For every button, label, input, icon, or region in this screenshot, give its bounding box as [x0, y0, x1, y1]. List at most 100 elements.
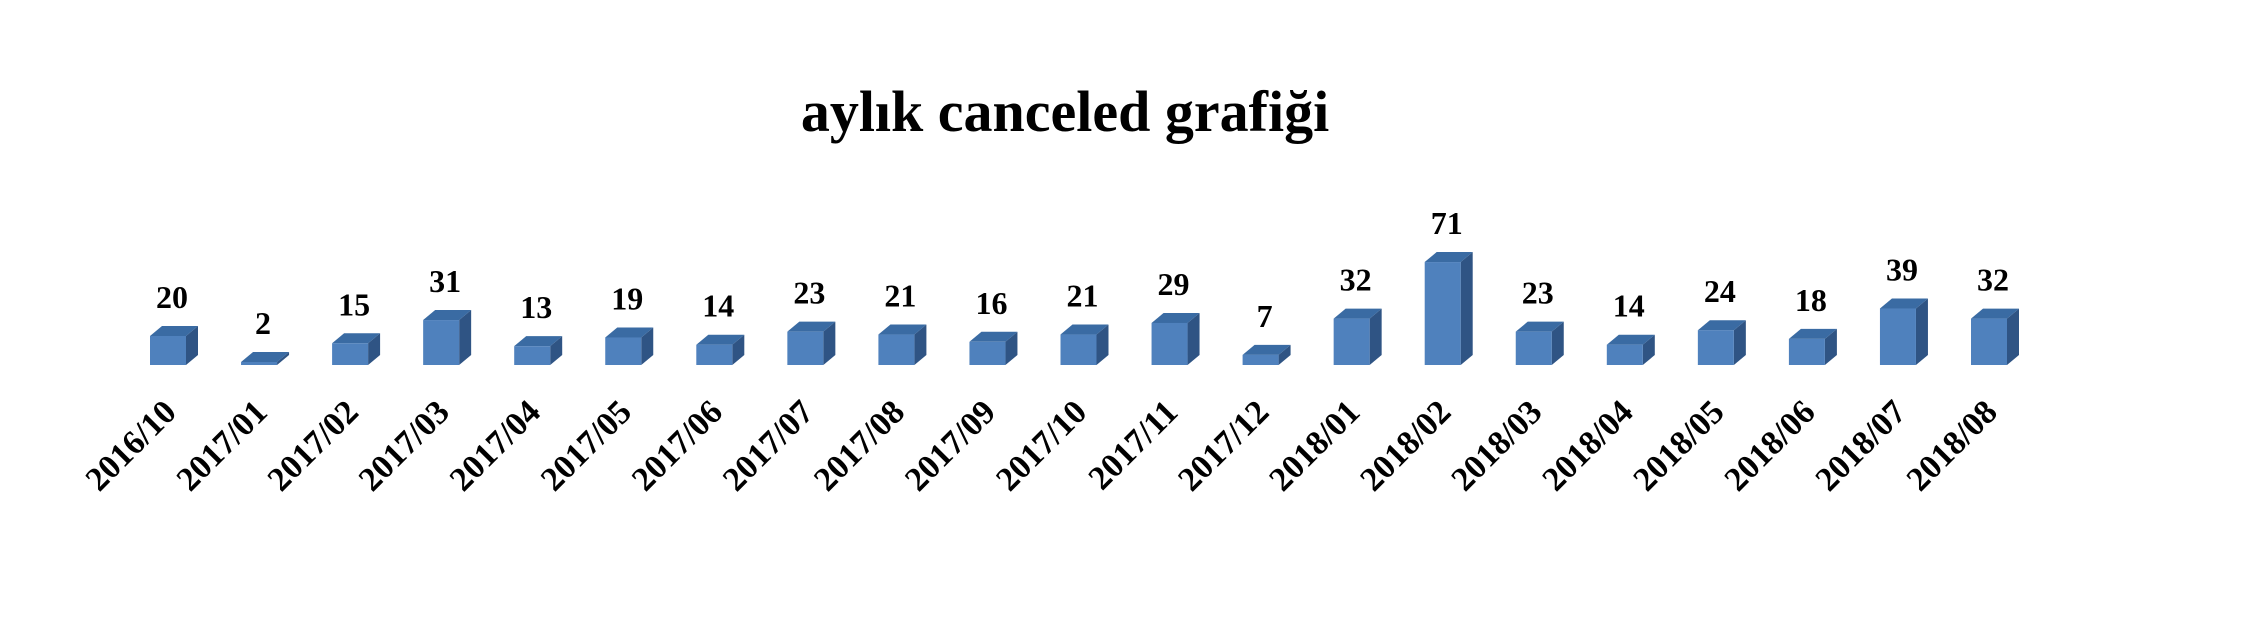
- bar-top-face: [605, 327, 654, 338]
- bar-group: 32: [1333, 262, 1382, 365]
- bar-side-face: [368, 333, 381, 365]
- data-label: 19: [611, 280, 643, 316]
- data-label: 14: [702, 288, 734, 324]
- bar-top-face: [1242, 344, 1291, 355]
- bar-group: 14: [696, 288, 745, 365]
- bar-side-face: [2007, 308, 2019, 365]
- bar-top-face: [1788, 328, 1837, 339]
- bar: [1606, 344, 1643, 365]
- bar: [1879, 308, 1916, 365]
- bar-side-face: [1551, 321, 1564, 365]
- bar-top-face: [241, 352, 290, 362]
- data-label: 29: [1158, 266, 1190, 302]
- bar: [605, 337, 642, 365]
- data-label: 32: [1977, 262, 2009, 298]
- data-label: 21: [1067, 278, 1099, 314]
- x-tick-label: 2018/04: [1535, 393, 1640, 498]
- bar-top-face: [1424, 252, 1473, 263]
- bar-side-face: [732, 334, 745, 365]
- bar: [150, 336, 186, 365]
- bar-group: 16: [969, 285, 1018, 365]
- x-tick-label: 2018/06: [1718, 393, 1823, 498]
- bar-side-face: [1733, 320, 1746, 365]
- x-tick-label: 2017/10: [989, 393, 1094, 498]
- bar: [1242, 354, 1279, 365]
- bar: [514, 346, 551, 365]
- bar-group: 18: [1788, 282, 1837, 365]
- x-tick-label: 2018/03: [1444, 393, 1549, 498]
- x-tick-label: 2017/12: [1171, 393, 1276, 498]
- bar-side-face: [1460, 252, 1473, 365]
- chart-title: aylık canceled grafiği: [800, 79, 1330, 144]
- bar-group: 29: [1151, 266, 1200, 365]
- bar-side-face: [1187, 312, 1200, 365]
- bar-top-face: [423, 310, 472, 321]
- bar-group: 19: [605, 280, 654, 365]
- x-tick-label: 2017/09: [898, 393, 1003, 498]
- bar-group: 23: [787, 275, 836, 365]
- bar-side-face: [1915, 298, 1928, 365]
- bar-side-face: [1096, 324, 1109, 365]
- bar-top-face: [787, 321, 836, 332]
- data-label: 20: [156, 279, 188, 315]
- bar: [241, 362, 278, 365]
- bar-top-face: [150, 326, 198, 336]
- bar-group: 31: [423, 263, 472, 365]
- data-label: 24: [1704, 273, 1736, 309]
- x-tick-label: 2017/02: [261, 393, 366, 498]
- data-label: 23: [1522, 275, 1554, 311]
- bar-top-face: [878, 324, 927, 335]
- bar: [1515, 331, 1552, 365]
- bar-side-face: [823, 321, 836, 365]
- bar: [1151, 322, 1188, 365]
- bar-group: 13: [514, 289, 563, 365]
- bar-top-face: [514, 336, 563, 347]
- bar-side-face: [1642, 334, 1655, 365]
- bar-top-face: [1515, 321, 1564, 332]
- bar-group: 21: [878, 278, 927, 365]
- x-tick-label: 2017/03: [352, 393, 457, 498]
- x-tick-label: 2017/06: [625, 393, 730, 498]
- bar-side-face: [459, 310, 472, 365]
- bar: [332, 343, 369, 365]
- bar-top-face: [1151, 312, 1200, 323]
- x-tick-label: 2018/08: [1900, 393, 2005, 498]
- bar-group: 15: [332, 286, 381, 365]
- data-label: 39: [1886, 251, 1918, 287]
- x-tick-label: 2018/05: [1627, 393, 1732, 498]
- bar: [1697, 330, 1734, 365]
- data-label: 2: [255, 305, 271, 341]
- x-tick-label: 2016/10: [79, 393, 184, 498]
- data-label: 32: [1340, 262, 1372, 298]
- data-label: 7: [1257, 298, 1273, 334]
- bar-group: 7: [1242, 298, 1291, 365]
- data-label: 18: [1795, 282, 1827, 318]
- bar-side-face: [641, 327, 654, 365]
- bar-top-face: [696, 334, 745, 345]
- bar-side-face: [1824, 328, 1837, 365]
- bar-side-face: [550, 336, 563, 365]
- bar-side-face: [914, 324, 927, 365]
- bar-group: 71: [1424, 205, 1473, 365]
- bar: [1424, 262, 1461, 365]
- x-tick-label: 2018/07: [1809, 393, 1914, 498]
- x-tick-label: 2017/01: [170, 393, 275, 498]
- bar-side-face: [186, 326, 198, 365]
- bar: [1060, 334, 1097, 365]
- x-tick-label: 2018/01: [1262, 393, 1367, 498]
- bar-top-face: [1060, 324, 1109, 335]
- bar: [787, 331, 824, 365]
- bar-top-face: [1606, 334, 1655, 345]
- x-tick-label: 2017/07: [716, 393, 821, 498]
- x-tick-label: 2017/11: [1082, 393, 1186, 497]
- data-label: 16: [975, 285, 1007, 321]
- bar: [1333, 318, 1370, 365]
- data-label: 13: [520, 289, 552, 325]
- bar-group: 21: [1060, 278, 1109, 365]
- x-tick-label: 2017/04: [443, 393, 548, 498]
- bar-group: 24: [1697, 273, 1746, 365]
- bar: [696, 344, 733, 365]
- x-tick-label: 2018/02: [1353, 393, 1458, 498]
- bar-top-face: [1333, 308, 1382, 319]
